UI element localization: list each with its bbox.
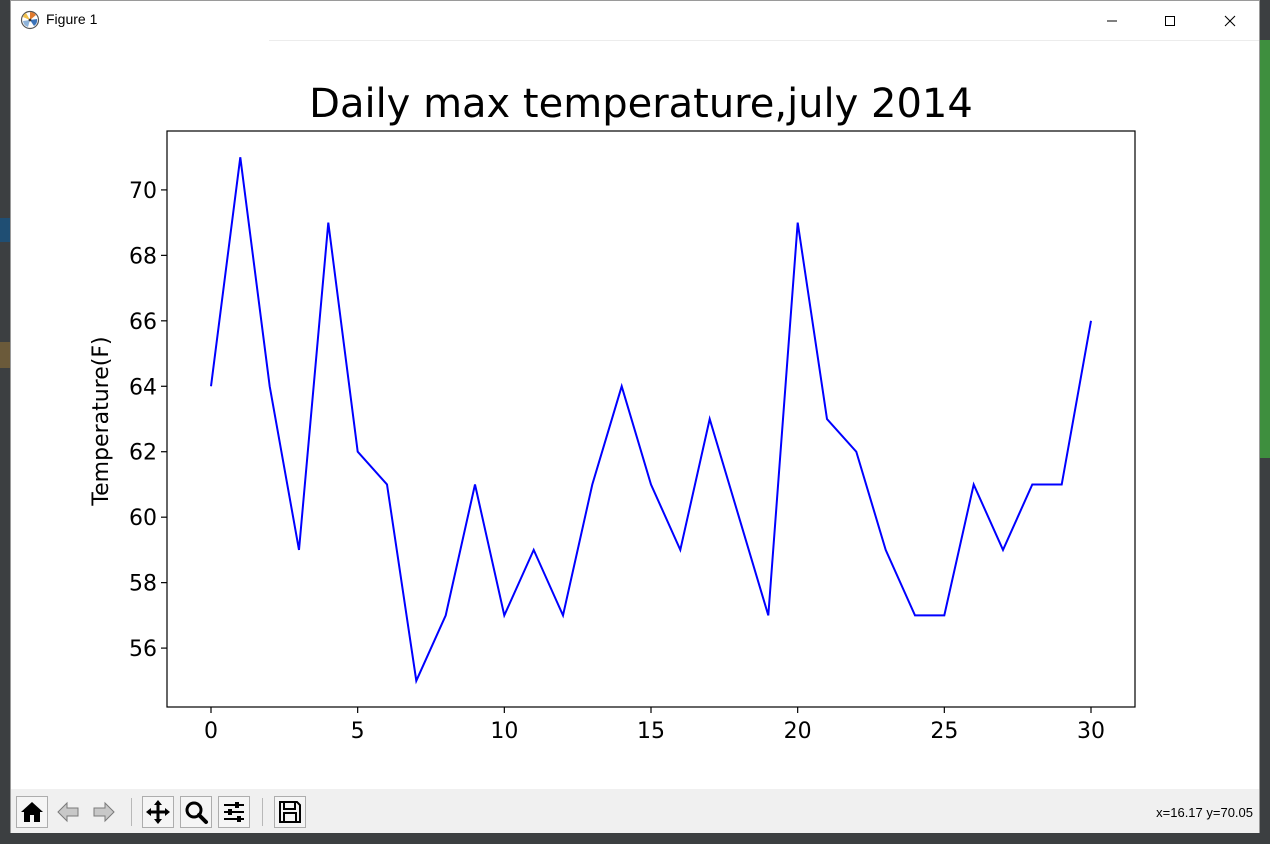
y-tick-label: 70	[129, 179, 157, 204]
background-strip	[1260, 40, 1270, 458]
save-icon	[279, 801, 301, 823]
temperature-series-line	[210, 157, 1092, 685]
x-tick-label: 30	[1077, 719, 1105, 744]
forward-icon	[93, 801, 115, 823]
zoom-icon	[185, 801, 208, 824]
chart-title: Daily max temperature,july 2014	[309, 81, 973, 127]
matplotlib-logo-icon	[20, 10, 40, 30]
y-tick-label: 56	[129, 637, 157, 662]
background-ide-right	[1260, 0, 1270, 844]
home-icon	[21, 802, 43, 822]
y-tick-label: 62	[129, 441, 157, 466]
navigation-toolbar: x=16.17 y=70.05	[11, 789, 1259, 833]
axes-frame	[166, 130, 1136, 708]
home-button[interactable]	[16, 796, 48, 828]
minimize-icon	[1107, 20, 1117, 21]
x-tick-label: 0	[204, 719, 218, 744]
figure-window: Figure 1 Daily max temperature,july 2014…	[10, 0, 1260, 833]
y-tick-label: 68	[129, 244, 157, 269]
background-strip	[0, 342, 10, 368]
configure-subplots-button[interactable]	[218, 796, 250, 828]
back-icon	[57, 801, 79, 823]
x-tick-label: 15	[637, 719, 665, 744]
maximize-button[interactable]	[1141, 1, 1199, 40]
cursor-coordinates: x=16.17 y=70.05	[1156, 805, 1253, 820]
close-icon	[1224, 15, 1236, 26]
maximize-icon	[1165, 15, 1175, 26]
y-axis-label: Temperature(F)	[89, 336, 114, 506]
zoom-button[interactable]	[180, 796, 212, 828]
minimize-button[interactable]	[1083, 1, 1141, 40]
pan-icon	[146, 800, 170, 824]
axis-ticks: 0 5 10 15 20 25 30 56 58 60 62 64 66 68 70	[129, 179, 1105, 744]
toolbar-separator	[262, 798, 263, 826]
y-tick-label: 60	[129, 506, 157, 531]
x-tick-label: 5	[351, 719, 365, 744]
y-tick-label: 58	[129, 572, 157, 597]
pan-button[interactable]	[142, 796, 174, 828]
title-bar[interactable]: Figure 1	[11, 1, 1259, 40]
configure-subplots-icon	[224, 802, 244, 822]
y-tick-label: 66	[129, 310, 157, 335]
x-tick-label: 25	[930, 719, 958, 744]
canvas-divider	[269, 40, 1259, 41]
x-tick-label: 10	[490, 719, 518, 744]
y-tick-label: 64	[129, 375, 157, 400]
background-strip	[0, 218, 10, 242]
window-title: Figure 1	[46, 11, 98, 27]
background-ide-left	[0, 0, 10, 844]
close-button[interactable]	[1201, 1, 1259, 40]
figure-canvas[interactable]: Daily max temperature,july 2014 Temperat…	[11, 40, 1259, 789]
toolbar-separator	[131, 798, 132, 826]
back-button[interactable]	[52, 796, 84, 828]
line-chart[interactable]: Daily max temperature,july 2014 Temperat…	[11, 40, 1259, 789]
x-tick-label: 20	[784, 719, 812, 744]
forward-button[interactable]	[88, 796, 120, 828]
series-group	[210, 157, 1092, 685]
save-button[interactable]	[274, 796, 306, 828]
